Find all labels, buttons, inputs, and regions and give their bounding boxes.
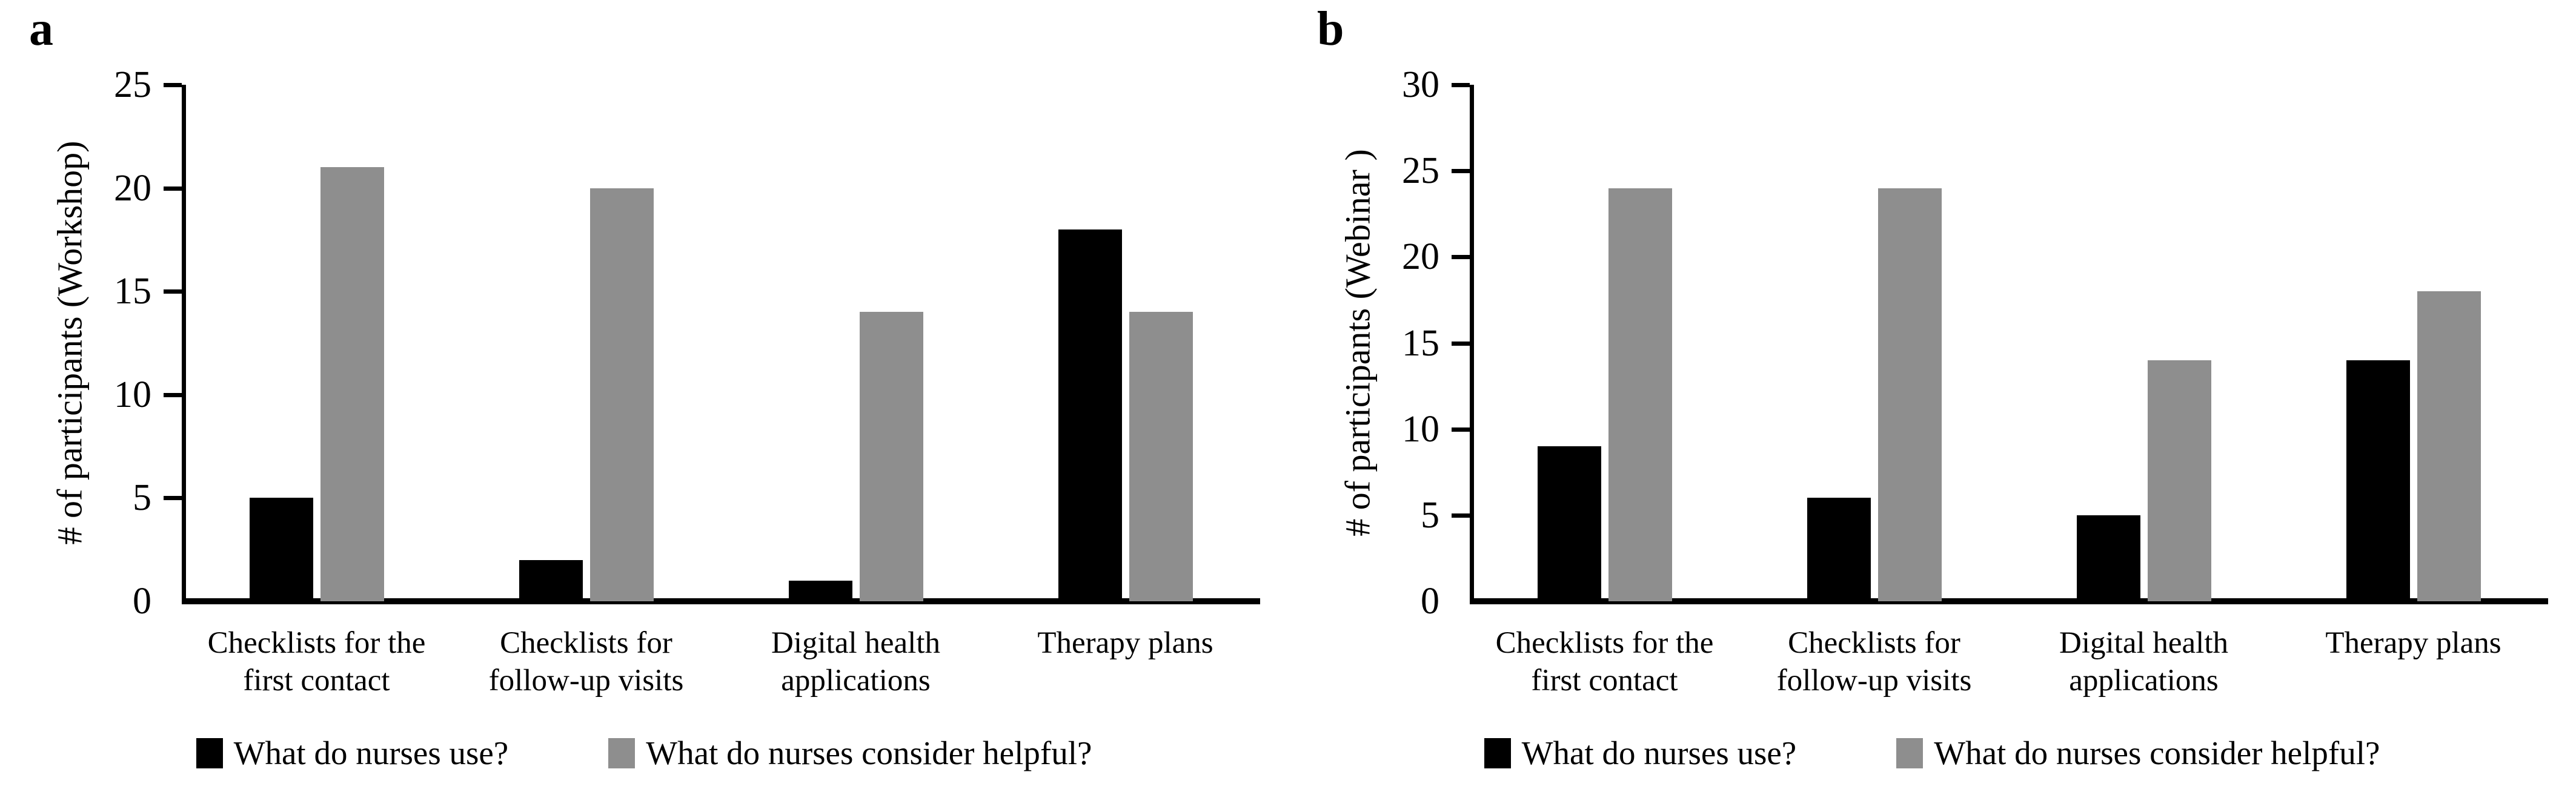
category-label-line: Therapy plans [2325, 626, 2501, 660]
bar-use [249, 498, 313, 601]
category-label-line: Checklists for the [207, 626, 426, 660]
category-label-line: Checklists for [500, 626, 672, 660]
legend-item-helpful: What do nurses consider helpful? [608, 734, 1092, 772]
plot-area: 0 5 10 15 20 25 30 Checklists for the first cont… [1288, 0, 2576, 792]
y-tick-mark [1452, 83, 1470, 87]
y-tick-label: 30 [1402, 64, 1439, 105]
legend-swatch-black [196, 738, 223, 768]
legend-label: What do nurses use? [233, 734, 509, 771]
bar-use [2076, 515, 2140, 601]
bar-use [1058, 229, 1122, 601]
y-axis-line [1470, 85, 1474, 601]
y-tick-label: 0 [133, 581, 151, 622]
y-tick-label: 10 [1402, 408, 1439, 450]
y-tick-mark [1452, 513, 1470, 518]
y-tick-mark [1452, 255, 1470, 260]
bar-helpful [320, 167, 384, 601]
y-tick-label: 5 [1421, 494, 1439, 536]
category-label-line: first contact [243, 664, 390, 698]
y-tick-mark [164, 496, 182, 501]
panel-a: a # of participants (Workshop) 0 5 10 15 20 2… [0, 2, 1288, 772]
category-label: Checklists for the first contact [1466, 624, 1744, 699]
y-tick-label: 15 [1402, 322, 1439, 364]
bar-use [519, 559, 583, 601]
category-label: Therapy plans [2274, 624, 2553, 662]
y-axis-line [182, 85, 186, 601]
bar-helpful [2417, 291, 2481, 601]
y-tick-label: 20 [114, 167, 151, 209]
x-axis-line [1470, 598, 2548, 604]
bar-helpful [1877, 188, 1942, 601]
panel-label-a: a [29, 2, 53, 56]
plot-area: 0 5 10 15 20 25 Checklists for the first contac… [114, 64, 1265, 699]
legend-swatch-gray [1896, 738, 1924, 768]
legend-item-use: What do nurses use? [196, 734, 509, 772]
bar-helpful [1129, 312, 1193, 601]
bar-use [1807, 498, 1871, 601]
y-tick-label: 0 [1421, 581, 1439, 622]
y-tick-label: 10 [114, 374, 151, 415]
y-tick-mark [1452, 169, 1470, 174]
category-label-line: applications [781, 664, 931, 698]
y-tick-label: 15 [114, 271, 151, 312]
bar-helpful [1608, 188, 1672, 601]
legend-item-helpful: What do nurses consider helpful? [1896, 734, 2380, 772]
legend-swatch-gray [608, 738, 636, 768]
bar-use [1537, 446, 1601, 601]
bar-use [788, 580, 852, 601]
category-label: Checklists for follow-up visits [1735, 624, 2014, 699]
legend-item-use: What do nurses use? [1484, 734, 1797, 772]
legend: What do nurses use? What do nurses consid… [1288, 734, 2576, 772]
legend-label: What do nurses consider helpful? [646, 734, 1092, 771]
category-label-line: first contact [1531, 664, 1678, 698]
y-tick-label: 25 [1402, 150, 1439, 192]
category-label: Therapy plans [986, 624, 1265, 662]
y-tick-label: 20 [1402, 236, 1439, 278]
category-label-line: applications [2069, 664, 2219, 698]
bar-helpful [859, 312, 923, 601]
legend-label: What do nurses use? [1521, 734, 1797, 771]
x-axis-line [182, 598, 1260, 604]
y-tick-mark [1452, 341, 1470, 346]
y-tick-label: 25 [114, 64, 151, 105]
category-label-line: Digital health [771, 626, 940, 660]
category-label: Digital health applications [2005, 624, 2283, 699]
bar-helpful [589, 188, 654, 601]
y-tick-mark [164, 392, 182, 397]
y-tick-mark [1452, 427, 1470, 432]
category-label-line: Checklists for [1788, 626, 1960, 660]
category-label: Checklists for follow-up visits [447, 624, 726, 699]
panel-b: b # of participants (Webinar ) 0 5 10 15 20 2… [1288, 0, 2576, 792]
category-label: Checklists for the first contact [178, 624, 456, 699]
category-label-line: Therapy plans [1037, 626, 1213, 660]
category-label: Digital health applications [717, 624, 995, 699]
category-label-line: Digital health [2059, 626, 2228, 660]
legend-label: What do nurses consider helpful? [1934, 734, 2380, 771]
category-label-line: follow-up visits [1776, 664, 1972, 698]
category-label-line: follow-up visits [488, 664, 684, 698]
bar-use [2346, 360, 2410, 601]
y-tick-mark [164, 186, 182, 191]
y-tick-mark [164, 289, 182, 294]
legend: What do nurses use? What do nurses consid… [0, 734, 1288, 772]
y-tick-label: 5 [133, 477, 151, 519]
bar-helpful [2147, 360, 2211, 601]
legend-swatch-black [1484, 738, 1511, 768]
panel-label-b: b [1317, 2, 1344, 56]
y-tick-mark [164, 83, 182, 87]
category-label-line: Checklists for the [1495, 626, 1714, 660]
